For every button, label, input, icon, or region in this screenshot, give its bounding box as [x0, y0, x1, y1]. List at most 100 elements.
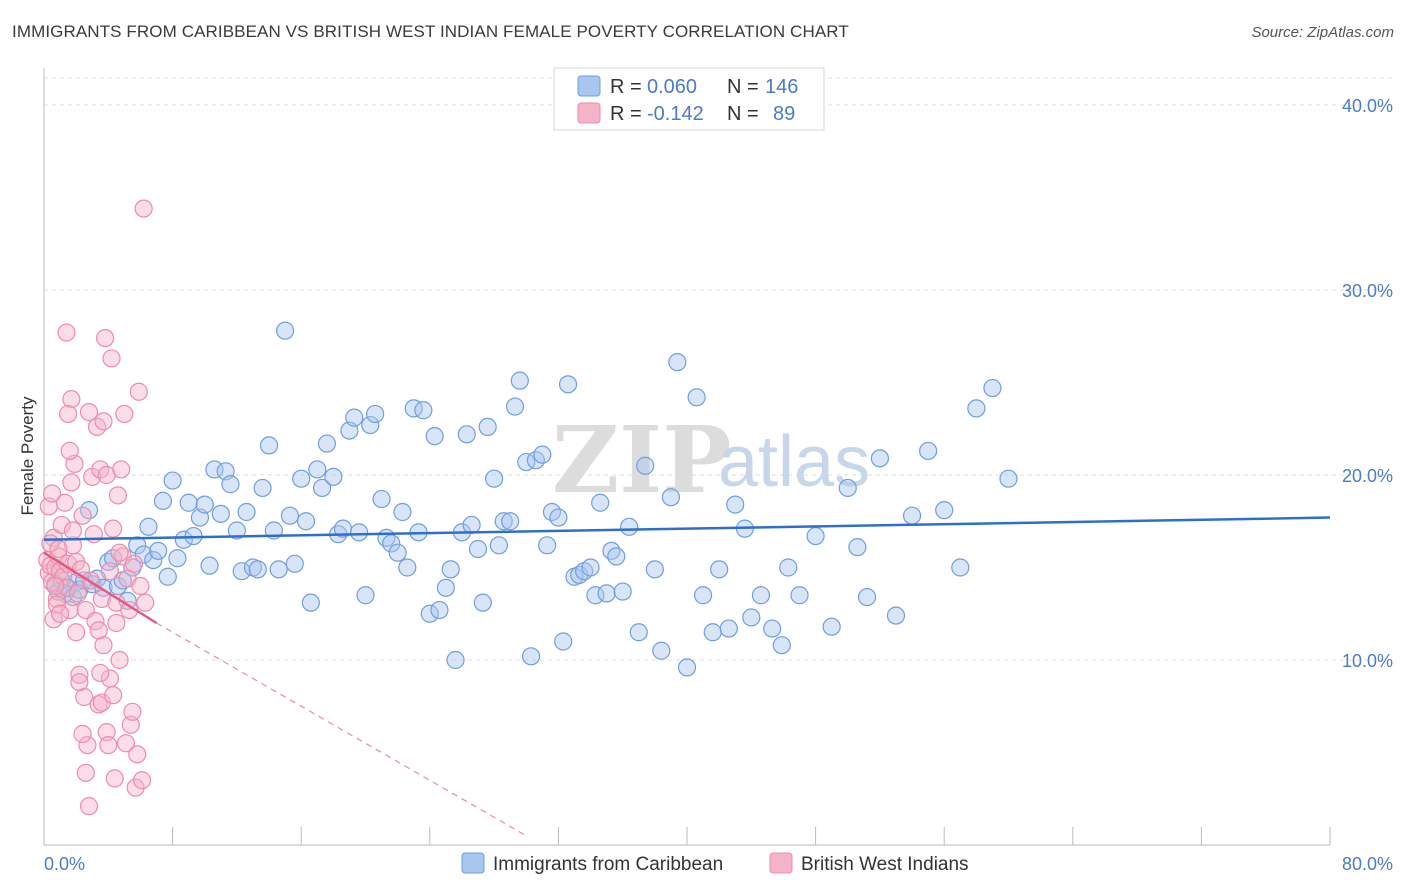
legend-r-value-blue: 0.060	[647, 76, 697, 98]
data-point	[356, 586, 375, 605]
data-point	[533, 445, 552, 464]
data-point	[951, 558, 970, 577]
data-point	[102, 349, 121, 368]
data-point	[60, 441, 79, 461]
data-point	[110, 650, 129, 670]
legend-swatch-blue	[577, 75, 601, 97]
data-point	[168, 549, 187, 568]
data-point	[967, 399, 986, 418]
data-point	[436, 578, 455, 597]
data-point	[70, 665, 89, 684]
y-tick-label: 40.0%	[1342, 96, 1393, 116]
legend-r-label-blue: R =	[610, 76, 642, 98]
data-point	[414, 401, 433, 420]
data-point	[597, 584, 616, 603]
data-point	[123, 702, 142, 721]
data-point	[124, 554, 144, 573]
data-point	[163, 471, 182, 490]
data-point	[558, 375, 578, 394]
data-point	[227, 521, 246, 540]
legend-n-label-blue: N =	[727, 76, 759, 98]
source-label: Source: ZipAtlas.com	[1251, 24, 1394, 41]
data-point	[870, 449, 890, 468]
data-point	[89, 695, 108, 714]
data-point	[468, 539, 488, 559]
data-point	[105, 769, 124, 788]
data-point	[149, 541, 168, 560]
data-point	[59, 404, 78, 424]
x-tick-label-min: 0.0%	[44, 854, 85, 874]
data-point	[78, 735, 97, 755]
data-point	[139, 517, 158, 536]
data-point	[134, 545, 153, 564]
data-point	[132, 771, 152, 790]
data-point	[645, 560, 664, 579]
data-point	[462, 515, 481, 535]
data-point	[259, 436, 279, 455]
data-point	[677, 658, 697, 677]
data-point	[919, 441, 938, 461]
data-point	[158, 567, 177, 586]
data-point	[128, 745, 147, 764]
y-tick-label: 30.0%	[1342, 281, 1393, 301]
data-point	[57, 323, 76, 342]
data-point	[91, 663, 110, 683]
data-point	[779, 558, 798, 577]
legend-swatch-pink	[577, 102, 601, 124]
data-point	[296, 512, 316, 531]
data-point	[144, 550, 163, 570]
data-point	[49, 539, 68, 559]
data-point	[92, 589, 111, 609]
data-point	[505, 397, 525, 416]
data-point	[661, 488, 681, 507]
data-point	[153, 491, 173, 510]
data-point	[349, 523, 369, 542]
data-point	[134, 199, 153, 218]
data-point	[67, 623, 86, 642]
data-point	[129, 382, 148, 401]
data-point	[237, 502, 256, 522]
data-point	[50, 604, 70, 623]
data-point	[999, 469, 1018, 488]
data-point	[324, 467, 343, 486]
data-point	[620, 517, 639, 536]
data-point	[742, 608, 761, 627]
legend-r-value-pink: -0.142	[647, 103, 704, 125]
data-point	[581, 558, 600, 577]
data-point	[501, 512, 520, 531]
series-immigrants-from-caribbean	[46, 321, 1018, 677]
data-point	[902, 506, 922, 525]
data-point	[478, 417, 497, 436]
data-point	[857, 587, 877, 607]
data-point	[710, 560, 729, 579]
bottom-legend-swatch-pink	[769, 852, 793, 874]
data-point	[703, 623, 722, 642]
data-point	[116, 734, 136, 753]
data-point	[76, 763, 95, 782]
legend-n-value-pink: 89	[773, 103, 795, 125]
data-point	[886, 606, 906, 625]
data-point	[983, 378, 1002, 398]
data-point	[280, 506, 300, 525]
data-point	[636, 456, 655, 475]
data-point	[126, 778, 145, 797]
data-point	[446, 650, 465, 670]
data-point	[276, 321, 295, 340]
data-point	[57, 578, 76, 597]
series-british-west-indians	[38, 199, 155, 816]
data-point	[211, 504, 230, 523]
data-point	[99, 735, 118, 755]
data-point	[68, 584, 87, 603]
trend-lines	[43, 516, 1331, 837]
data-point	[420, 604, 439, 623]
x-tick-label-max: 80.0%	[1342, 854, 1393, 874]
trend-line-british-west-indians	[43, 551, 158, 625]
data-point	[372, 489, 391, 509]
data-point	[602, 541, 621, 560]
data-point	[128, 536, 147, 555]
legend-r-label-pink: R =	[610, 103, 642, 125]
data-point	[366, 404, 385, 424]
data-point	[97, 465, 116, 485]
data-point	[790, 586, 809, 605]
data-point	[935, 501, 954, 520]
